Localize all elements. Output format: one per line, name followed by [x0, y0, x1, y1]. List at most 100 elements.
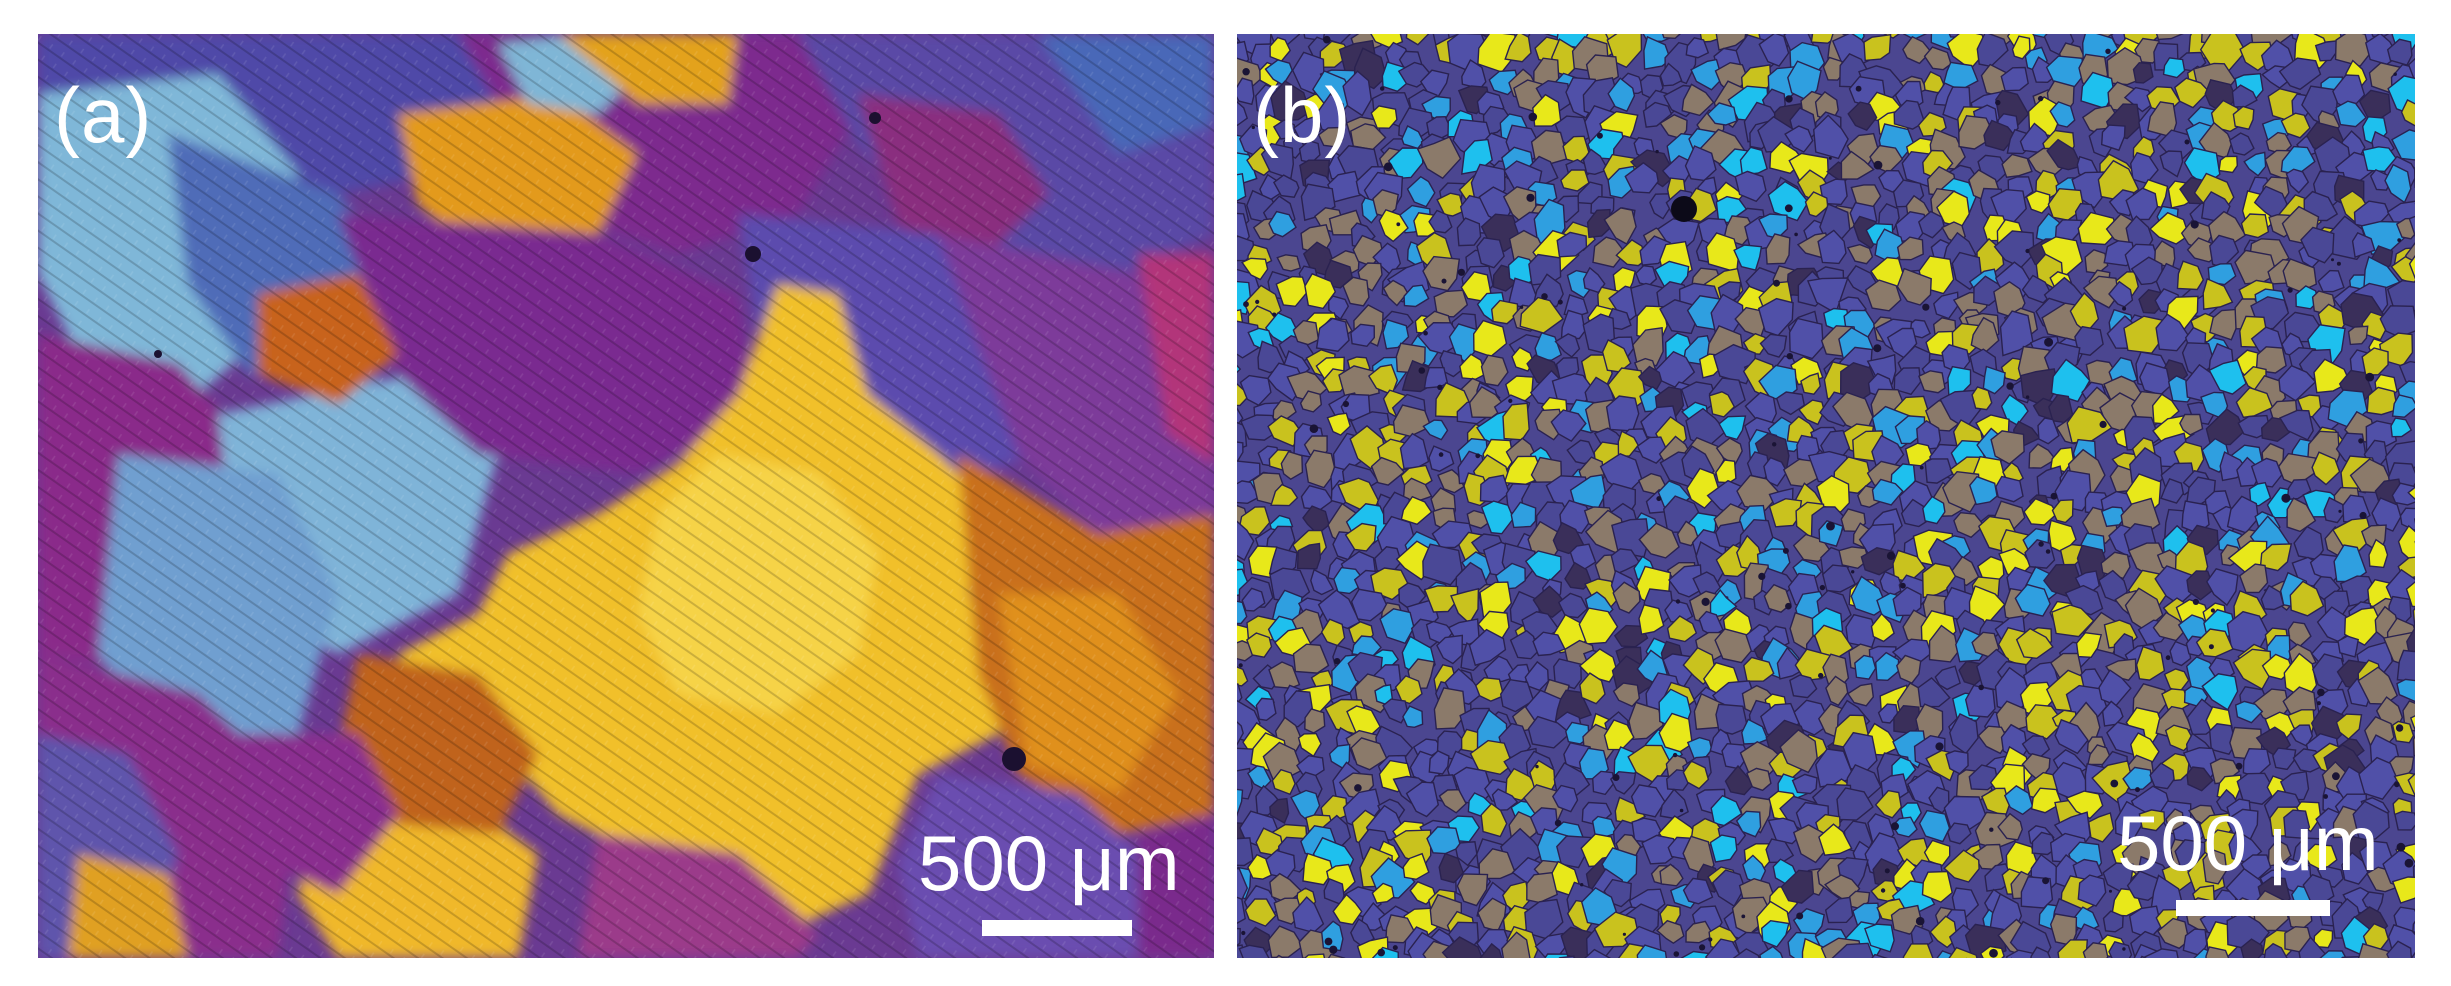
grain: [1269, 797, 1290, 825]
grain: [2025, 704, 2065, 740]
grain: [1237, 406, 1244, 427]
grain: [2057, 939, 2089, 958]
grain: [1509, 629, 1539, 660]
pore: [1826, 521, 1835, 531]
grain: [1874, 789, 1903, 819]
grain: [2272, 747, 2297, 771]
grain: [1370, 456, 1406, 486]
pore: [1342, 400, 1349, 408]
grain: [1350, 323, 1376, 348]
grain: [1812, 114, 1849, 160]
pore: [1380, 86, 1385, 91]
grain: [1409, 880, 1437, 906]
grain: [2186, 570, 2215, 601]
grain: [1739, 146, 1768, 176]
grain: [2155, 313, 2190, 352]
grain: [2030, 946, 2051, 958]
pore: [1238, 663, 1243, 668]
grain: [1815, 474, 1851, 513]
grain: [1240, 414, 1280, 441]
grain: [1706, 102, 1738, 126]
grain: [1379, 608, 1415, 645]
grain: [1779, 729, 1818, 774]
grain: [1983, 119, 2017, 152]
grain: [2100, 551, 2131, 580]
pore: [2045, 549, 2051, 554]
grain: [1874, 651, 1900, 682]
grain: [1382, 698, 1409, 724]
pore: [2109, 889, 2112, 893]
grain: [1499, 678, 1535, 713]
grain: [2218, 155, 2239, 174]
grain: [1767, 817, 1802, 845]
grain: [2149, 211, 2190, 245]
grain: [1532, 93, 1562, 127]
grain: [2122, 766, 2153, 791]
grain: [1350, 588, 1389, 622]
grain: [2074, 325, 2104, 356]
grain: [1416, 136, 1462, 180]
grain: [1666, 615, 1698, 643]
grain: [2135, 645, 2166, 681]
pore: [1785, 95, 1793, 103]
pore: [1886, 551, 1896, 560]
grain: [1564, 561, 1593, 590]
grain: [1315, 317, 1350, 352]
grain: [1349, 425, 1387, 470]
pore: [1671, 196, 1697, 222]
grain: [1788, 317, 1824, 360]
grain: [2283, 809, 2311, 839]
grain: [1583, 948, 1611, 958]
grain: [2396, 678, 2415, 703]
grain: [1896, 654, 1922, 684]
grain: [1977, 725, 2010, 755]
grain: [2229, 132, 2255, 156]
grain: [1403, 284, 1430, 308]
grain: [2407, 486, 2415, 501]
grain: [2162, 57, 2186, 79]
grain: [1768, 497, 1803, 528]
pore: [2110, 779, 2119, 788]
grain: [1303, 953, 1326, 958]
grain: [2259, 543, 2293, 572]
grain: [1818, 519, 1844, 547]
grain: [1759, 945, 1784, 958]
pore: [2393, 72, 2397, 76]
grain: [1327, 170, 1363, 203]
pore: [1851, 570, 1855, 574]
grain: [1456, 873, 1489, 907]
grain: [1784, 125, 1814, 153]
grain: [1860, 546, 1895, 576]
grain: [2298, 936, 2329, 958]
grain: [2195, 628, 2234, 658]
grain: [1995, 475, 2024, 503]
grain: [1724, 764, 1756, 796]
grain: [1668, 564, 1703, 598]
grain: [1718, 415, 1747, 441]
grain: [1560, 169, 1590, 192]
pore: [1396, 222, 1401, 227]
grain: [2317, 269, 2345, 293]
grain: [1846, 243, 1874, 265]
pore: [1377, 948, 1385, 957]
grain: [2130, 256, 2164, 286]
grain: [1342, 70, 1373, 117]
pore: [2038, 541, 2044, 547]
grain: [2100, 124, 2126, 152]
grain: [2280, 112, 2311, 139]
grain: [1767, 180, 1810, 222]
grain: [2407, 57, 2415, 84]
pore: [2122, 306, 2127, 311]
grain: [1468, 628, 1507, 667]
grain: [1789, 674, 1818, 699]
pore: [1673, 951, 1680, 957]
pore: [1701, 597, 1710, 607]
pore: [1251, 125, 1255, 130]
pore: [1884, 868, 1890, 874]
grain: [1237, 101, 1249, 127]
grain: [1402, 705, 1424, 729]
grain: [1327, 953, 1346, 958]
grain: [2335, 100, 2367, 128]
pore: [2210, 608, 2215, 613]
grain: [2023, 497, 2058, 526]
